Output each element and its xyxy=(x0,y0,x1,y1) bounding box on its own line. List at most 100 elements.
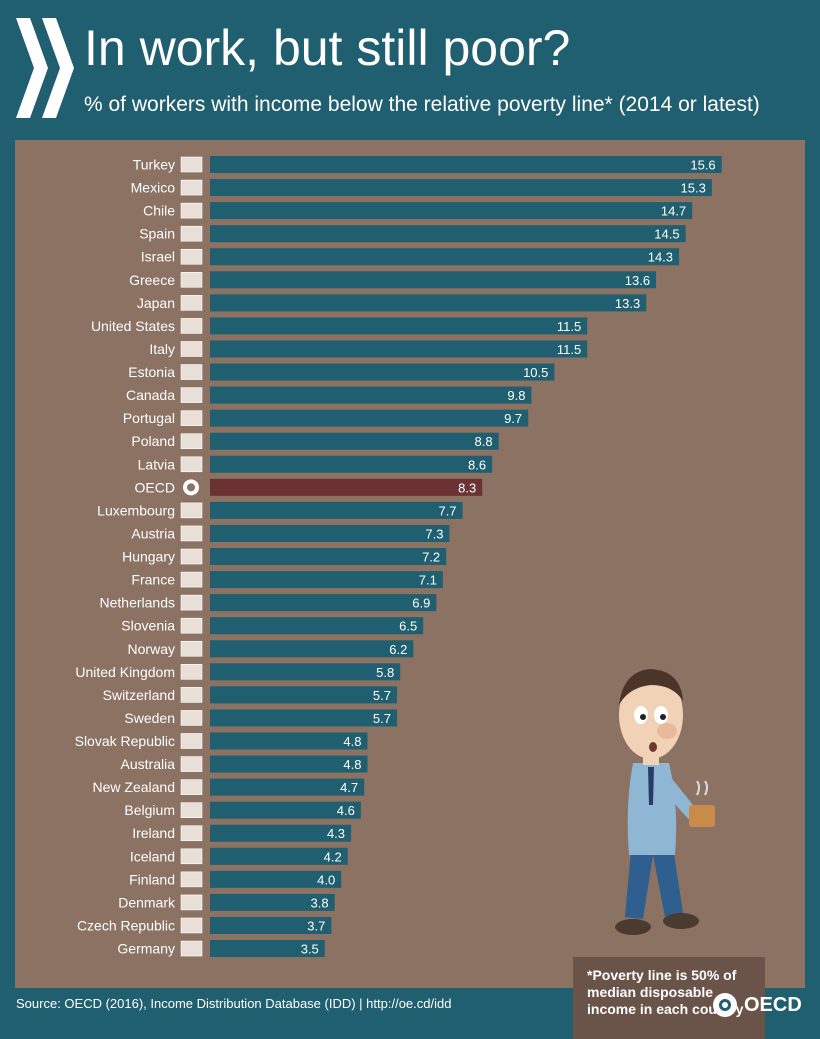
flag-icon xyxy=(180,364,203,380)
bar xyxy=(210,202,693,220)
value-label: 4.8 xyxy=(343,734,361,749)
category-label: Italy xyxy=(149,341,175,357)
value-label: 14.3 xyxy=(648,250,673,265)
bar xyxy=(210,640,414,658)
category-label: New Zealand xyxy=(93,779,176,795)
category-label: Switzerland xyxy=(103,687,175,703)
flag-icon xyxy=(180,525,203,542)
chart-panel: Turkey 15.6 Mexico 15.3 Chile 14.7 Spain 14.5 Is… xyxy=(15,140,805,1039)
bar xyxy=(210,548,447,566)
flag-icon xyxy=(180,802,203,818)
flag-icon xyxy=(180,733,203,749)
category-label: Israel xyxy=(141,249,175,265)
category-label: OECD xyxy=(135,479,175,495)
category-label: Greece xyxy=(129,272,175,288)
page-title: In work, but still poor? xyxy=(84,20,571,76)
category-label: Denmark xyxy=(118,894,176,910)
category-label: Sweden xyxy=(124,710,175,726)
bar xyxy=(210,801,361,819)
category-label: Australia xyxy=(121,756,176,772)
bar xyxy=(210,248,680,266)
value-label: 8.8 xyxy=(475,434,493,449)
bar xyxy=(210,847,348,865)
value-label: 5.8 xyxy=(376,665,394,680)
value-label: 4.7 xyxy=(340,780,358,795)
bar xyxy=(210,432,499,450)
category-label: Finland xyxy=(129,871,175,887)
bar xyxy=(210,363,555,381)
bar xyxy=(210,455,493,473)
bar xyxy=(210,501,463,519)
flag-icon xyxy=(180,502,203,519)
value-label: 14.7 xyxy=(661,204,686,219)
bar xyxy=(210,916,332,934)
flag-icon xyxy=(180,225,203,242)
flag-icon xyxy=(180,687,203,703)
bar xyxy=(210,617,424,635)
flag-icon xyxy=(180,871,203,888)
bar xyxy=(210,478,483,496)
bar xyxy=(210,778,365,796)
bar xyxy=(210,755,368,773)
flag-icon xyxy=(180,848,203,865)
bar xyxy=(210,732,368,750)
bar xyxy=(210,594,437,612)
oecd-globe-icon xyxy=(713,993,737,1017)
category-label: France xyxy=(131,572,175,588)
category-label: Slovenia xyxy=(121,618,175,634)
flag-icon xyxy=(180,387,203,403)
category-label: Netherlands xyxy=(100,595,176,611)
flag-icon xyxy=(180,710,203,726)
category-label: Norway xyxy=(128,641,175,657)
value-label: 3.5 xyxy=(301,942,319,957)
category-label: Austria xyxy=(131,525,175,541)
category-label: Germany xyxy=(117,941,175,957)
value-label: 3.7 xyxy=(307,918,325,933)
category-label: Chile xyxy=(143,203,175,219)
value-label: 9.7 xyxy=(504,411,522,426)
bar xyxy=(210,409,529,427)
bar xyxy=(210,663,401,681)
flag-icon xyxy=(180,156,203,173)
category-label: Hungary xyxy=(122,549,175,565)
value-label: 15.6 xyxy=(690,158,715,173)
bar xyxy=(210,294,647,312)
flag-icon xyxy=(180,825,203,842)
flag-icon xyxy=(180,410,203,426)
bar xyxy=(210,571,443,589)
category-label: Japan xyxy=(137,295,175,311)
value-label: 6.9 xyxy=(412,596,430,611)
value-label: 4.2 xyxy=(324,849,342,864)
flag-icon xyxy=(180,341,203,357)
value-label: 7.1 xyxy=(419,573,437,588)
value-label: 5.7 xyxy=(373,688,391,703)
source-text: Source: OECD (2016), Income Distribution… xyxy=(16,996,452,1011)
value-label: 5.7 xyxy=(373,711,391,726)
flag-icon xyxy=(180,756,203,772)
flag-icon xyxy=(180,456,203,473)
category-label: Turkey xyxy=(133,157,175,173)
category-label: Estonia xyxy=(128,364,175,380)
page-subtitle: % of workers with income below the relat… xyxy=(84,93,760,116)
bar xyxy=(210,824,352,842)
bar xyxy=(210,893,335,911)
bar xyxy=(210,340,588,358)
bar xyxy=(210,156,722,173)
bar xyxy=(210,225,686,243)
flag-icon xyxy=(180,779,203,795)
bar xyxy=(210,940,325,958)
value-label: 10.5 xyxy=(523,365,548,380)
value-label: 13.6 xyxy=(625,273,650,288)
category-label: Spain xyxy=(139,226,175,242)
value-label: 6.2 xyxy=(389,642,407,657)
category-label: Belgium xyxy=(124,802,175,818)
flag-icon xyxy=(180,548,203,565)
flag-icon xyxy=(180,433,203,450)
flag-icon xyxy=(180,248,203,265)
value-label: 4.0 xyxy=(317,872,335,887)
flag-icon xyxy=(180,594,203,611)
oecd-chevrons-icon xyxy=(16,18,74,118)
flag-icon xyxy=(180,940,203,957)
category-label: Czech Republic xyxy=(77,917,175,933)
bar xyxy=(210,317,588,335)
